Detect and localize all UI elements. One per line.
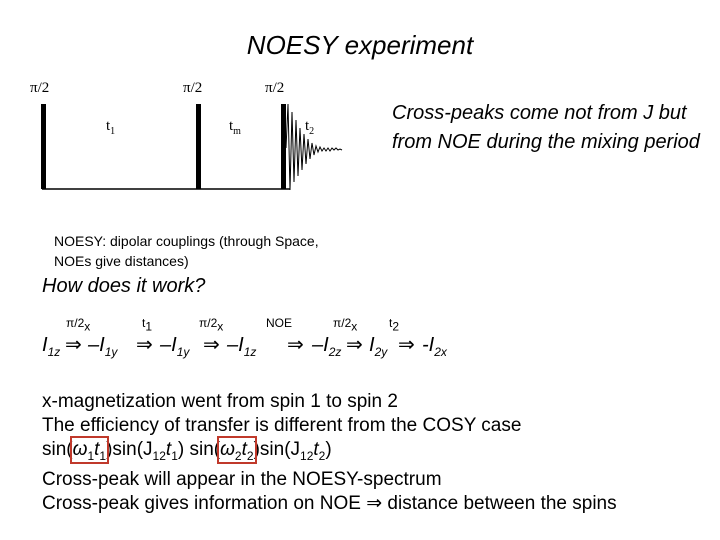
pulse-1 <box>41 104 46 189</box>
line-efficiency: The efficiency of transfer is different … <box>42 415 522 436</box>
line-cross-peak-info: Cross-peak gives information on NOE ⇒ di… <box>42 492 617 514</box>
line-cross-peak-appear: Cross-peak will appear in the NOESY-spec… <box>42 468 442 490</box>
term-7: -I2x <box>422 334 447 359</box>
line-sin-formula: sin(ω1t1)sin(J12t1) sin(ω2t2)sin(J12t2) <box>42 436 617 468</box>
highlight-omega2-t2: ω2t2 <box>217 436 257 464</box>
op-2: t1 <box>142 316 153 334</box>
term-4: –I1z <box>227 334 257 359</box>
term-1: I1z <box>42 334 61 359</box>
arrow-icon: ⇒ <box>398 334 415 356</box>
term-2: –I1y <box>88 334 118 359</box>
body-text: x-magnetization went from spin 1 to spin… <box>42 390 617 516</box>
delay-label-t1: t1 <box>106 118 116 137</box>
op-1: π/2x <box>66 316 91 334</box>
transfer-scheme: π/2x t1 π/2x NOE π/2x t2 I1z ⇒ –I1y ⇒ –I… <box>0 300 720 370</box>
pulse-label-2: π/2 <box>183 80 203 96</box>
arrow-icon: ⇒ <box>346 334 363 356</box>
term-5: –I2z <box>312 334 342 359</box>
pulse-label-1: π/2 <box>30 80 50 96</box>
note-text: Cross-peaks come not from J but from NOE… <box>392 102 700 153</box>
op-3: π/2x <box>199 316 224 334</box>
pulse-sequence-diagram <box>41 103 343 191</box>
op-6: t2 <box>389 316 400 334</box>
arrow-icon: ⇒ <box>203 334 220 356</box>
term-3: –I1y <box>160 334 190 359</box>
arrow-icon: ⇒ <box>287 334 304 356</box>
arrow-icon: ⇒ <box>65 334 82 356</box>
pulse-2 <box>196 104 201 189</box>
delay-label-tm: tm <box>229 118 241 137</box>
op-5: π/2x <box>333 316 358 334</box>
line-magnetization: x-magnetization went from spin 1 to spin… <box>42 391 398 412</box>
term-6: I2y <box>369 334 388 359</box>
highlight-omega1-t1: ω1t1 <box>69 436 110 464</box>
fid-signal <box>285 103 343 191</box>
op-4: NOE <box>266 316 293 330</box>
question-heading: How does it work? <box>42 275 206 297</box>
implies-arrow-icon: ⇒ <box>366 492 383 514</box>
pulse-3 <box>281 104 286 189</box>
arrow-icon: ⇒ <box>136 334 153 356</box>
pulse-label-3: π/2 <box>265 80 285 96</box>
page-title: NOESY experiment <box>246 30 474 60</box>
delay-label-t2: t2 <box>305 118 315 137</box>
noesy-description: NOESY: dipolar couplings (through Space,… <box>54 233 319 269</box>
